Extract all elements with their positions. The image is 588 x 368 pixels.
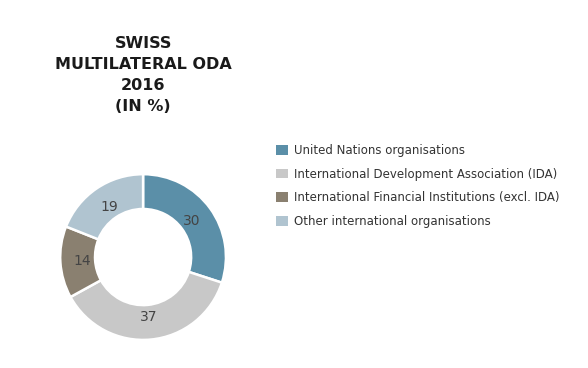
Text: 14: 14 (74, 254, 92, 268)
Text: SWISS
MULTILATERAL ODA
2016
(IN %): SWISS MULTILATERAL ODA 2016 (IN %) (55, 36, 232, 114)
Wedge shape (60, 227, 101, 297)
Wedge shape (66, 174, 143, 239)
Wedge shape (143, 174, 226, 283)
Legend: United Nations organisations, International Development Association (IDA), Inter: United Nations organisations, Internatio… (271, 139, 564, 233)
Text: 37: 37 (140, 310, 158, 324)
Wedge shape (71, 272, 222, 340)
Text: 19: 19 (100, 200, 118, 214)
Text: 30: 30 (183, 215, 201, 229)
